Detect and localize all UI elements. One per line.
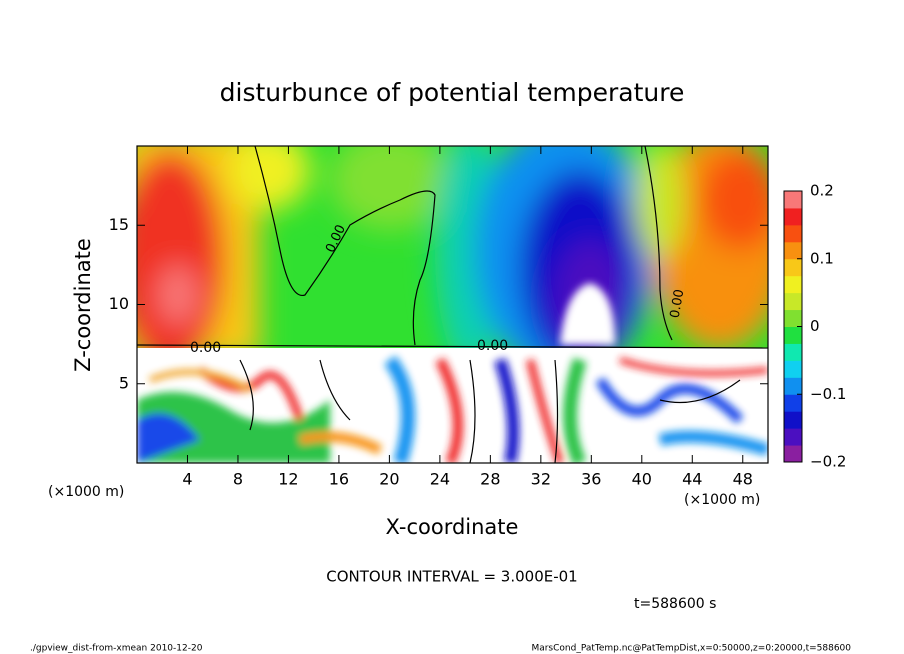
contour-label: 0.00: [190, 340, 221, 356]
x-tick-label: 48: [733, 470, 753, 489]
colorbar-tick-label: 0: [810, 317, 820, 335]
x-tick-label: 20: [379, 470, 399, 489]
colorbar-band: [784, 411, 802, 429]
colorbar-band: [784, 445, 802, 463]
colorbar-band: [784, 326, 802, 344]
footer-right: MarsCond_PatTemp.nc@PatTempDist,x=0:5000…: [531, 644, 851, 654]
x-tick-label: 36: [581, 470, 601, 489]
contours: [137, 146, 768, 463]
x-axis-label: X-coordinate: [386, 515, 519, 539]
y-tick-label: 15: [109, 215, 129, 234]
colorbar-band: [784, 394, 802, 412]
colorbar-band: [784, 207, 802, 226]
colorbar-band: [784, 309, 802, 327]
colorbar-band: [784, 360, 802, 378]
x-tick-label: 44: [682, 470, 702, 489]
colorbar-band: [784, 292, 802, 311]
colorbar-tick-label: 0.2: [810, 182, 834, 200]
time-label: t=588600 s: [634, 596, 716, 612]
x-tick-label: 8: [233, 470, 243, 489]
chart-title: disturbunce of potential temperature: [220, 78, 685, 107]
colorbar-tick-label: −0.1: [810, 385, 846, 403]
colorbar-band: [784, 191, 802, 209]
y-tick-label: 5: [119, 373, 129, 392]
x-tick-label: 40: [632, 470, 652, 489]
contour-label: 0.00: [668, 288, 688, 319]
colorbar-tick-label: −0.2: [810, 453, 846, 471]
colorbar-tick-label: 0.1: [810, 249, 834, 267]
x-tick-label: 24: [430, 470, 450, 489]
colorbar-band: [784, 258, 802, 277]
colorbar-band: [784, 428, 802, 446]
colorbar-band: [784, 377, 802, 395]
colorbar-band: [784, 275, 802, 294]
x-unit-label: (×1000 m): [684, 492, 760, 508]
x-tick-label: 4: [182, 470, 192, 489]
y-tick-label: 10: [109, 294, 129, 313]
contour-label: 0.00: [477, 338, 508, 354]
y-axis-label: Z-coordinate: [71, 238, 95, 372]
x-unit-label: (×1000 m): [48, 484, 124, 500]
x-tick-label: 12: [278, 470, 298, 489]
colorbar-band: [784, 343, 802, 361]
footer-left: ./gpview_dist-from-xmean 2010-12-20: [30, 644, 203, 654]
field: [137, 146, 768, 463]
x-tick-label: 16: [329, 470, 349, 489]
colorbar-band: [784, 241, 802, 260]
contour-interval: CONTOUR INTERVAL = 3.000E-01: [326, 568, 577, 586]
colorbar-band: [784, 224, 802, 243]
x-tick-label: 32: [531, 470, 551, 489]
x-tick-label: 28: [480, 470, 500, 489]
